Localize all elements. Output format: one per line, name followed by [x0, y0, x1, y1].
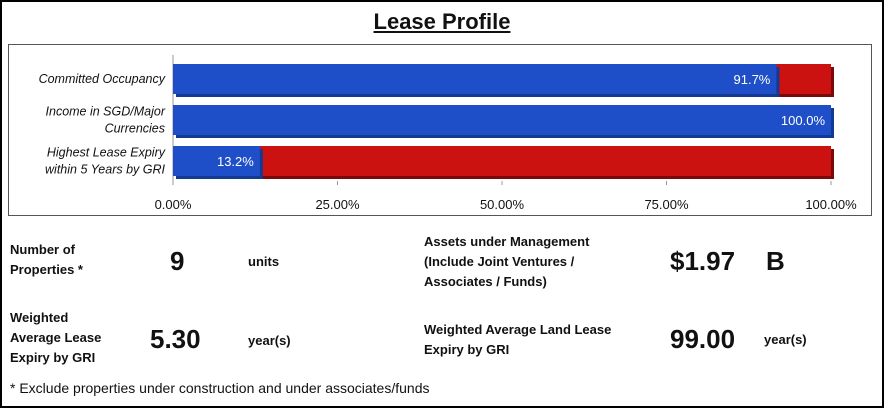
num-properties-label-line: Number of [10, 242, 75, 257]
x-tick-label: 100.00% [805, 197, 857, 212]
x-tick-label: 25.00% [315, 197, 360, 212]
walle-label-line: Weighted Average Land Lease [424, 322, 612, 337]
page-title: Lease Profile [373, 9, 511, 34]
bar-data-label: 100.0% [781, 113, 826, 128]
x-tick-label: 0.00% [155, 197, 192, 212]
aum-label: Assets under Management (Include Joint V… [424, 232, 589, 292]
x-tick-label: 50.00% [480, 197, 525, 212]
wale-value: 5.30 [150, 324, 201, 354]
x-tick-label: 75.00% [644, 197, 689, 212]
wale-unit: year(s) [248, 333, 291, 348]
aum-value: $1.97 [670, 246, 736, 276]
num-properties-label: Number of Properties * [10, 240, 83, 280]
lease-chart: 91.7% Committed Occupancy 100.0% Income in … [8, 44, 872, 216]
aum-label-line: Assets under Management [424, 234, 590, 249]
bar-value [173, 146, 260, 176]
wale-label-line: Weighted [10, 310, 69, 325]
category-label: Committed Occupancy [39, 72, 166, 86]
walle-label-line: Expiry by GRI [424, 342, 510, 357]
aum-label-line: (Include Joint Ventures / [424, 254, 575, 269]
aum-unit: B [766, 246, 785, 276]
bar-value [173, 64, 777, 94]
num-properties-label-line: Properties * [10, 262, 83, 277]
wale-label-line: Expiry by GRI [10, 350, 96, 365]
num-properties-value: 9 [170, 246, 185, 276]
walle-label: Weighted Average Land Lease Expiry by GR… [424, 320, 611, 360]
category-label: Highest Lease Expiry [47, 146, 166, 160]
bar-value [173, 105, 831, 135]
footnote: * Exclude properties under construction … [10, 380, 430, 396]
wale-label: Weighted Average Lease Expiry by GRI [10, 308, 101, 368]
category-label: Currencies [105, 122, 165, 136]
bar-remainder [173, 146, 831, 176]
wale-label-line: Average Lease [10, 330, 102, 345]
bar-data-label: 91.7% [734, 72, 771, 87]
category-label: Income in SGD/Major [46, 105, 166, 119]
bar-data-label: 13.2% [217, 154, 254, 169]
walle-unit: year(s) [764, 332, 807, 347]
walle-value: 99.00 [670, 324, 736, 354]
lease-bar-chart: 91.7% Committed Occupancy 100.0% Income in … [39, 55, 857, 212]
num-properties-unit: units [248, 254, 280, 269]
aum-label-line: Associates / Funds) [424, 274, 547, 289]
category-label: within 5 Years by GRI [45, 163, 165, 177]
